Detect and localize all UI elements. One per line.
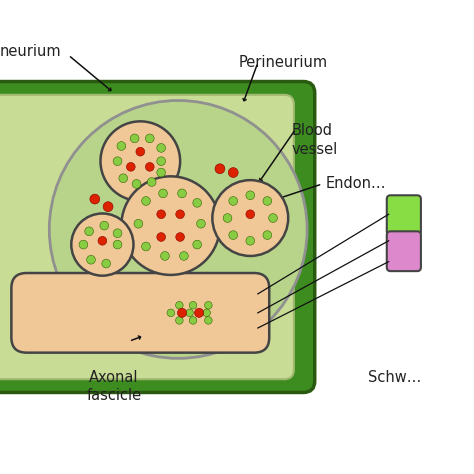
Circle shape [134, 219, 143, 228]
Circle shape [205, 317, 212, 324]
Circle shape [161, 252, 169, 260]
Circle shape [203, 309, 210, 317]
Circle shape [79, 240, 88, 249]
Circle shape [228, 168, 238, 177]
Circle shape [263, 231, 272, 239]
Circle shape [212, 180, 288, 256]
Circle shape [142, 197, 150, 205]
Circle shape [130, 134, 139, 143]
Circle shape [119, 174, 128, 182]
Circle shape [98, 237, 107, 245]
Circle shape [193, 199, 201, 207]
FancyBboxPatch shape [0, 95, 294, 379]
Text: Schw…: Schw… [368, 370, 421, 385]
Circle shape [189, 301, 197, 309]
Circle shape [167, 309, 174, 317]
Text: Perineurium: Perineurium [239, 55, 328, 70]
FancyBboxPatch shape [0, 82, 315, 392]
Circle shape [103, 202, 113, 211]
Circle shape [132, 180, 141, 188]
Circle shape [229, 197, 237, 205]
Circle shape [136, 147, 145, 156]
Text: Endon…: Endon… [326, 176, 387, 191]
Circle shape [205, 301, 212, 309]
Circle shape [269, 214, 277, 222]
Circle shape [100, 221, 109, 230]
Circle shape [146, 163, 154, 171]
Circle shape [147, 274, 156, 283]
Circle shape [100, 121, 180, 201]
Circle shape [246, 191, 255, 200]
FancyBboxPatch shape [387, 231, 421, 271]
Circle shape [246, 210, 255, 219]
Circle shape [157, 157, 165, 165]
FancyBboxPatch shape [387, 195, 421, 235]
Circle shape [246, 237, 255, 245]
Circle shape [158, 278, 168, 287]
Circle shape [176, 233, 184, 241]
Circle shape [157, 233, 165, 241]
Circle shape [157, 210, 165, 219]
Circle shape [178, 189, 186, 198]
Circle shape [157, 168, 165, 177]
Circle shape [113, 240, 122, 249]
Circle shape [113, 157, 122, 165]
Circle shape [147, 178, 156, 186]
Circle shape [85, 227, 93, 236]
Circle shape [87, 255, 95, 264]
Circle shape [229, 231, 237, 239]
Circle shape [121, 176, 220, 275]
Circle shape [146, 134, 154, 143]
Circle shape [180, 252, 188, 260]
Circle shape [71, 213, 134, 276]
Circle shape [157, 144, 165, 152]
Circle shape [49, 100, 307, 358]
Circle shape [215, 164, 225, 173]
Circle shape [102, 259, 110, 268]
Circle shape [177, 308, 187, 318]
Circle shape [176, 210, 184, 219]
Circle shape [194, 308, 204, 318]
Circle shape [189, 317, 197, 324]
Circle shape [193, 240, 201, 249]
Text: Axonal
fascicle: Axonal fascicle [86, 370, 141, 403]
Circle shape [90, 194, 100, 204]
Circle shape [197, 219, 205, 228]
Circle shape [159, 189, 167, 198]
Circle shape [117, 142, 126, 150]
Circle shape [175, 301, 183, 309]
Circle shape [113, 229, 122, 237]
Text: neurium: neurium [0, 44, 62, 59]
Text: Blood
vessel: Blood vessel [292, 123, 338, 157]
Circle shape [186, 309, 193, 317]
Circle shape [175, 317, 183, 324]
Circle shape [263, 197, 272, 205]
Circle shape [142, 242, 150, 251]
Circle shape [223, 214, 232, 222]
Circle shape [127, 163, 135, 171]
FancyBboxPatch shape [11, 273, 269, 353]
